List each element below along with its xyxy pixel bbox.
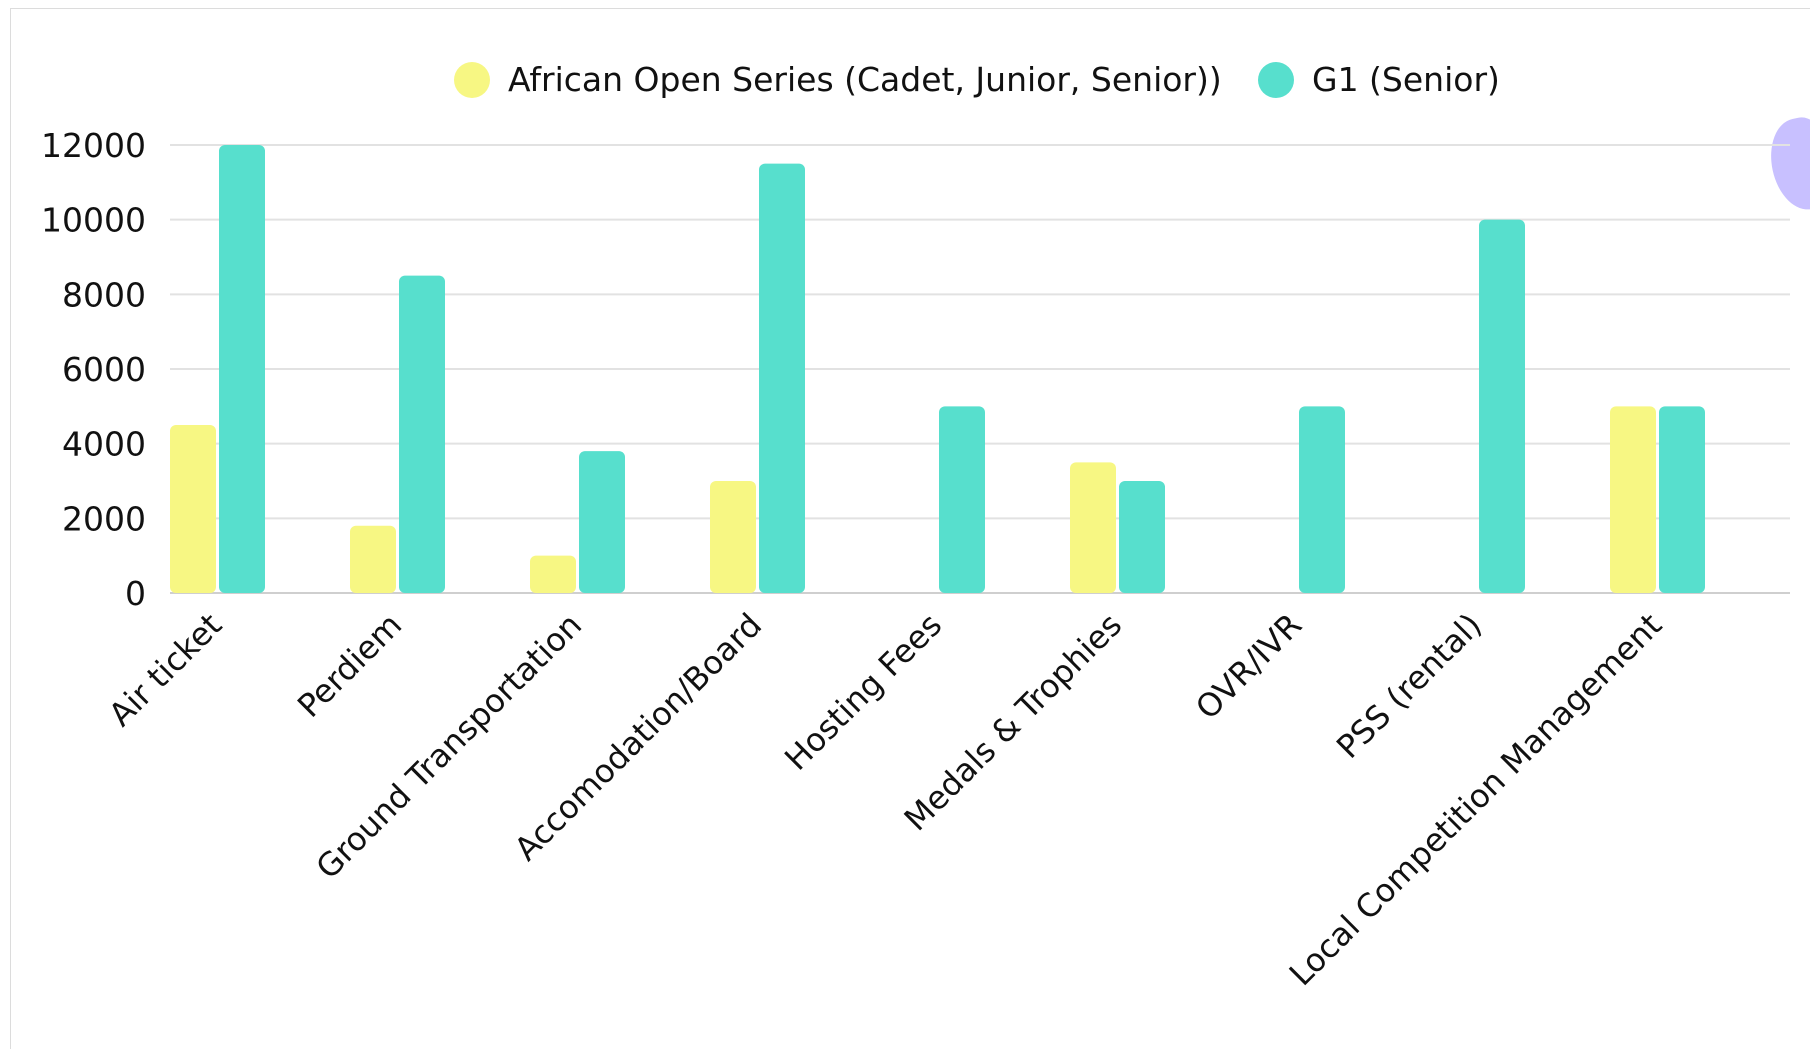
bar-african-open-series xyxy=(710,481,756,593)
bar-african-open-series xyxy=(1070,462,1116,593)
x-tick-label: Perdiem xyxy=(290,606,409,725)
bar-g1-senior xyxy=(759,163,805,593)
legend-swatch-g1-senior xyxy=(1258,62,1294,98)
x-tick-label: Local Competition Management xyxy=(1282,606,1669,993)
x-tick-label: Air ticket xyxy=(101,606,229,734)
bar-g1-senior xyxy=(1119,481,1165,593)
y-tick-label: 4000 xyxy=(62,425,146,464)
x-tick-label: PSS (rental) xyxy=(1329,606,1489,766)
x-tick-label: Hosting Fees xyxy=(777,606,949,778)
legend: African Open Series (Cadet, Junior, Seni… xyxy=(454,60,1500,99)
legend-label-g1-senior: G1 (Senior) xyxy=(1312,60,1500,99)
y-tick-label: 0 xyxy=(125,574,146,613)
y-tick-label: 6000 xyxy=(62,350,146,389)
y-tick-label: 12000 xyxy=(41,126,146,165)
bar-african-open-series xyxy=(1610,406,1656,593)
legend-swatch-african-open-series xyxy=(454,62,490,98)
x-tick-label: OVR/IVR xyxy=(1188,606,1309,727)
bars xyxy=(170,145,1705,593)
bar-g1-senior xyxy=(1299,406,1345,593)
bar-g1-senior xyxy=(579,451,625,593)
y-axis-ticks: 0 2000 4000 6000 8000 10000 12000 xyxy=(41,126,146,613)
bar-g1-senior xyxy=(399,275,445,593)
bar-african-open-series xyxy=(350,525,396,593)
y-tick-label: 2000 xyxy=(62,499,146,538)
bar-g1-senior xyxy=(1659,406,1705,593)
bar-african-open-series xyxy=(170,425,216,593)
bar-g1-senior xyxy=(219,145,265,593)
y-tick-label: 10000 xyxy=(41,201,146,240)
bar-g1-senior xyxy=(1479,219,1525,593)
bar-african-open-series xyxy=(530,555,576,593)
y-tick-label: 8000 xyxy=(62,275,146,314)
bar-g1-senior xyxy=(939,406,985,593)
legend-label-african-open-series: African Open Series (Cadet, Junior, Seni… xyxy=(508,60,1222,99)
